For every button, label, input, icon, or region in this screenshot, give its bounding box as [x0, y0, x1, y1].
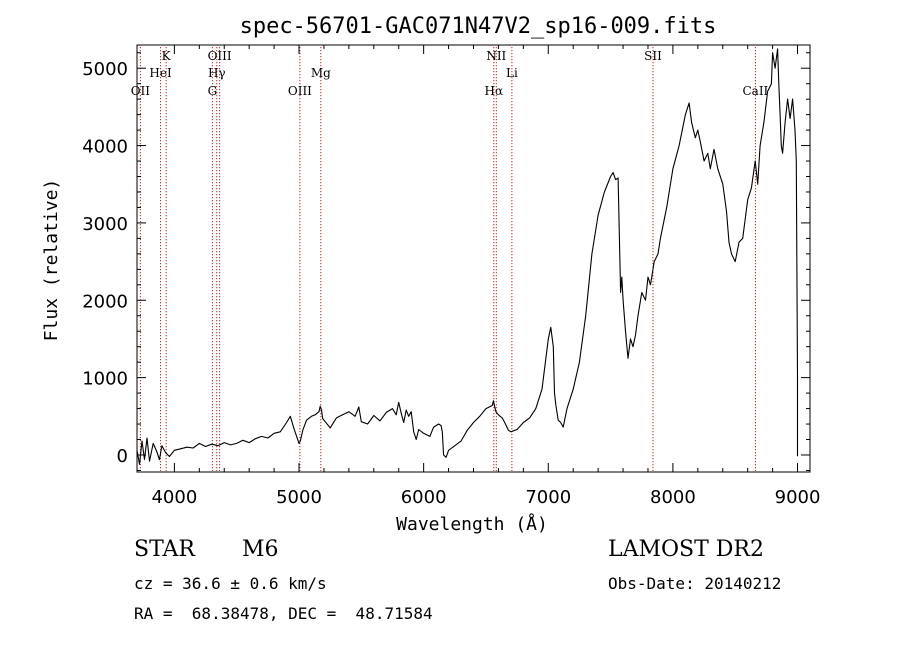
spectrum-line — [136, 48, 799, 465]
observation-date: Obs-Date: 20140212 — [608, 574, 782, 593]
object-subclass: M6 — [242, 537, 279, 562]
x-tick-label-7000: 7000 — [525, 487, 571, 508]
y-tick-label-0: 0 — [117, 446, 128, 467]
x-tick-label-5000: 5000 — [276, 487, 322, 508]
y-tick-label-4000: 4000 — [82, 137, 128, 158]
line-marker-label-12: CaII — [742, 84, 768, 98]
line-marker-label-1: HeI — [149, 66, 172, 80]
line-marker-label-5: OIII — [208, 49, 232, 63]
coordinates: RA = 68.38478, DEC = 48.71584 — [134, 604, 433, 623]
line-marker-label-2: K — [162, 49, 172, 63]
line-marker-label-8: Hα — [485, 84, 504, 98]
line-marker-label-9: NII — [486, 49, 506, 63]
survey-name: LAMOST DR2 — [608, 537, 764, 562]
line-marker-label-4: Hγ — [208, 66, 226, 80]
x-axis-label: Wavelength (Å) — [396, 513, 548, 535]
line-marker-label-0: OII — [131, 84, 151, 98]
line-marker-label-10: Li — [506, 66, 518, 80]
plot-frame — [136, 44, 811, 473]
y-axis-label: Flux (relative) — [41, 179, 62, 342]
y-tick-label-5000: 5000 — [82, 59, 128, 80]
chart-title: spec-56701-GAC071N47V2_sp16-009.fits — [240, 14, 717, 39]
x-tick-label-8000: 8000 — [650, 487, 696, 508]
line-marker-label-11: SII — [644, 49, 662, 63]
y-tick-label-2000: 2000 — [82, 291, 128, 312]
x-tick-label-6000: 6000 — [401, 487, 447, 508]
redshift-velocity: cz = 36.6 ± 0.6 km/s — [134, 574, 327, 593]
y-tick-label-3000: 3000 — [82, 214, 128, 235]
object-class: STAR — [134, 537, 195, 562]
line-marker-label-3: G — [208, 84, 218, 98]
line-marker-label-7: Mg — [311, 66, 331, 80]
line-marker-label-6: OIII — [288, 84, 312, 98]
x-tick-label-4000: 4000 — [151, 487, 197, 508]
y-tick-label-1000: 1000 — [82, 369, 128, 390]
x-tick-label-9000: 9000 — [775, 487, 821, 508]
